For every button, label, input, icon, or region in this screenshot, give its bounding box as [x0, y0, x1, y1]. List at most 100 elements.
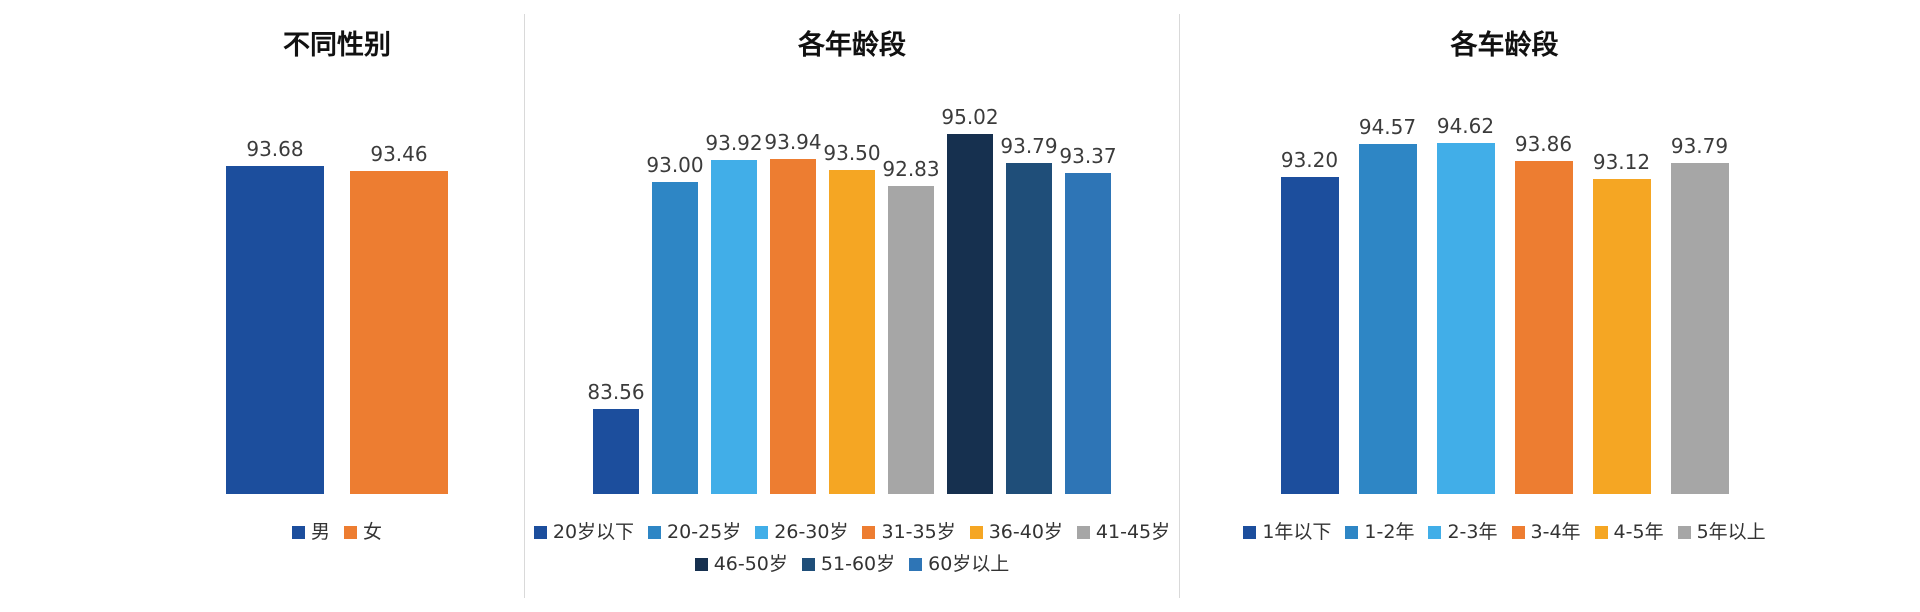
legend-item-36-40岁: 36-40岁 [969, 520, 1063, 544]
legend-swatch-icon [344, 525, 357, 539]
legend-item-1-2年: 1-2年 [1345, 520, 1414, 544]
legend-item-20岁以下: 20岁以下 [533, 520, 635, 544]
bar-value-label: 93.86 [1514, 132, 1573, 157]
bar-group-1-2年: 94.57 [1358, 115, 1417, 494]
legend-swatch-icon [1511, 525, 1525, 539]
bar-group-4-5年: 93.12 [1592, 150, 1651, 494]
bar-rect-31-35岁 [770, 159, 816, 494]
bar-value-label: 93.92 [705, 130, 763, 155]
legend-item-51-60岁: 51-60岁 [801, 552, 896, 576]
bar-value-label: 93.79 [1000, 134, 1058, 159]
chart-title-gender: 不同性别 [283, 30, 391, 61]
bar-plot-age: 83.56 93.00 93.92 93.94 93.50 92.83 95.02 93.79… [533, 74, 1171, 494]
bar-rect-男 [226, 165, 324, 494]
legend-item-男: 男 [291, 520, 330, 544]
legend-swatch-icon [1594, 525, 1608, 539]
bar-group-46-50岁: 95.02 [941, 105, 999, 494]
legend-label: 51-60岁 [820, 553, 896, 575]
legend-item-26-30岁: 26-30岁 [755, 520, 848, 544]
legend-swatch-icon [1677, 525, 1691, 539]
bar-group-60岁以上: 93.37 [1059, 144, 1117, 494]
bar-rect-2-3年 [1436, 143, 1495, 494]
legend-swatch-icon [1076, 525, 1090, 539]
legend-label: 26-30岁 [774, 521, 849, 543]
legend-label: 女 [363, 521, 383, 543]
legend-item-5年以上: 5年以上 [1677, 520, 1766, 544]
bar-value-label: 93.79 [1670, 134, 1729, 159]
bar-plot-gender: 93.68 93.46 [150, 74, 524, 494]
legend-label: 1年以下 [1262, 521, 1332, 543]
bar-value-label: 83.56 [587, 379, 645, 404]
bar-rect-3-4年 [1514, 161, 1573, 494]
legend-item-1年以下: 1年以下 [1243, 520, 1331, 544]
bar-rect-46-50岁 [947, 133, 993, 494]
chart-legend-car-age: 1年以下 1-2年 2-3年 3-4年 4-5年 5年以上 [1190, 520, 1819, 544]
legend-item-4-5年: 4-5年 [1594, 520, 1664, 544]
legend-label: 5年以上 [1696, 521, 1766, 543]
bar-value-label: 93.94 [764, 130, 822, 155]
legend-swatch-icon [801, 557, 815, 571]
legend-label: 20岁以下 [552, 521, 635, 543]
bar-value-label: 93.68 [246, 136, 304, 161]
legend-item-2-3年: 2-3年 [1428, 520, 1498, 544]
bar-rect-51-60岁 [1006, 163, 1052, 494]
bar-group-20岁以下: 83.56 [587, 380, 645, 494]
chart-panel-gender: 不同性别 93.68 93.46 男女 [0, 0, 524, 612]
bar-value-label: 94.57 [1358, 115, 1417, 140]
legend-swatch-icon [1428, 525, 1442, 539]
chart-title-car-age: 各车龄段 [1450, 30, 1559, 61]
chart-panel-age: 各年龄段 83.56 93.00 93.92 93.94 93.50 92.83 95.02… [525, 0, 1179, 612]
legend-swatch-icon [1243, 525, 1257, 539]
legend-label: 2-3年 [1447, 521, 1498, 543]
bar-group-41-45岁: 92.83 [882, 157, 940, 494]
bar-value-label: 92.83 [882, 157, 940, 182]
bar-rect-4-5年 [1592, 179, 1651, 494]
bar-rect-41-45岁 [888, 186, 934, 494]
legend-item-60岁以上: 60岁以上 [909, 552, 1009, 576]
bar-group-26-30岁: 93.92 [705, 131, 763, 494]
bar-rect-36-40岁 [829, 170, 875, 494]
bar-rect-60岁以上 [1065, 173, 1111, 494]
legend-item-41-45岁: 41-45岁 [1076, 520, 1170, 544]
bar-value-label: 93.37 [1059, 144, 1117, 169]
bar-group-3-4年: 93.86 [1514, 132, 1573, 494]
legend-label: 男 [310, 521, 330, 543]
bar-group-2-3年: 94.62 [1436, 114, 1495, 494]
legend-swatch-icon [862, 525, 876, 539]
chart-legend-age: 20岁以下 20-25岁 26-30岁 31-35岁 36-40岁 41-45岁 46-50… [533, 520, 1171, 576]
legend-label: 46-50岁 [713, 553, 788, 575]
bar-rect-1-2年 [1358, 144, 1417, 494]
legend-swatch-icon [533, 525, 547, 539]
bar-value-label: 93.20 [1280, 148, 1339, 173]
bar-rect-20-25岁 [652, 182, 698, 494]
bar-group-20-25岁: 93.00 [646, 153, 704, 494]
bar-plot-car-age: 93.20 94.57 94.62 93.86 93.12 93.79 [1190, 74, 1819, 494]
legend-label: 60岁以上 [928, 553, 1010, 575]
chart-legend-gender: 男女 [150, 520, 524, 544]
legend-swatch-icon [648, 525, 662, 539]
legend-swatch-icon [694, 557, 708, 571]
chart-title-age: 各年龄段 [798, 30, 906, 61]
bar-value-label: 93.46 [370, 141, 428, 166]
bar-value-label: 93.50 [823, 141, 881, 165]
legend-label: 31-35岁 [881, 521, 956, 543]
bar-group-1年以下: 93.20 [1280, 148, 1339, 494]
legend-label: 4-5年 [1613, 521, 1664, 543]
legend-item-女: 女 [344, 520, 382, 544]
bar-value-label: 94.62 [1436, 114, 1495, 139]
legend-item-20-25岁: 20-25岁 [648, 520, 741, 544]
panel-divider [524, 14, 525, 598]
legend-swatch-icon [755, 525, 769, 539]
chart-panel-car-age: 各车龄段 93.20 94.57 94.62 93.86 93.12 93.79 1年以下… [1180, 0, 1919, 612]
bar-rect-20岁以下 [593, 408, 639, 494]
legend-item-46-50岁: 46-50岁 [694, 552, 788, 576]
bar-rect-1年以下 [1280, 177, 1339, 494]
legend-label: 1-2年 [1364, 521, 1415, 543]
legend-swatch-icon [969, 525, 983, 539]
panel-divider [1179, 14, 1180, 598]
bar-value-label: 93.12 [1592, 150, 1651, 175]
legend-item-3-4年: 3-4年 [1511, 520, 1581, 544]
legend-label: 3-4年 [1530, 521, 1581, 543]
bar-group-男: 93.68 [226, 137, 324, 494]
